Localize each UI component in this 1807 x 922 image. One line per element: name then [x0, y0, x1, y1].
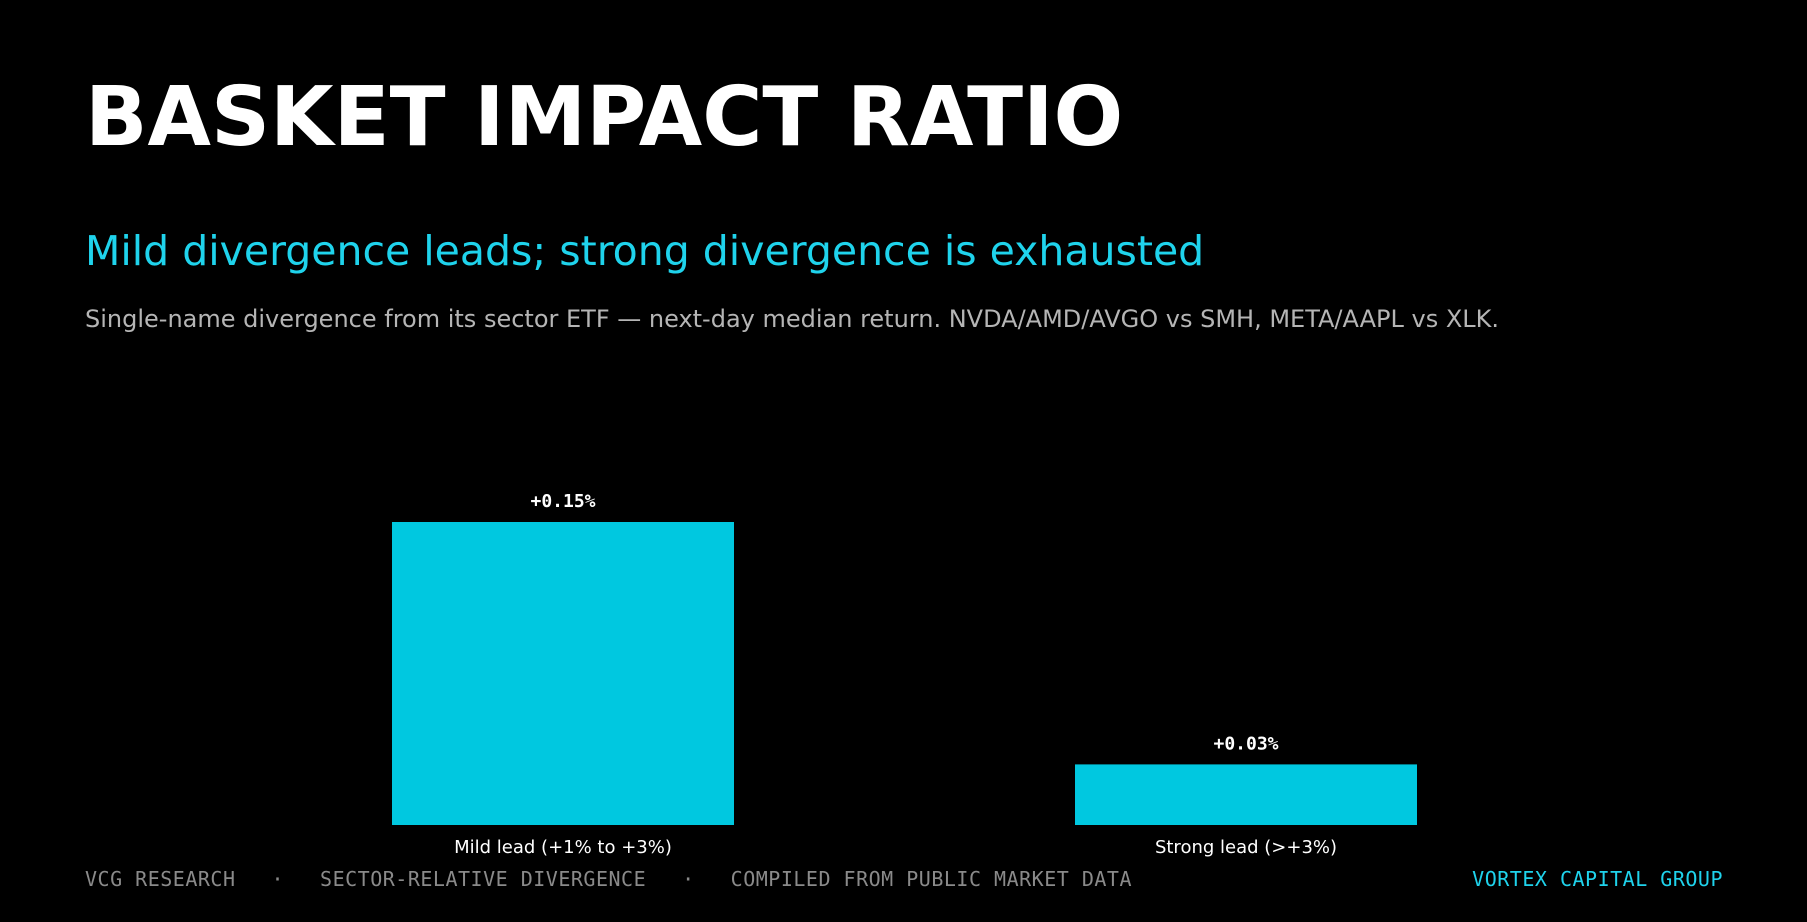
footer-separator: · — [682, 867, 695, 891]
category-label: Strong lead (>+3%) — [1155, 837, 1337, 858]
footer-brand: VORTEX CAPITAL GROUP — [1472, 867, 1723, 891]
chart-subtitle: Mild divergence leads; strong divergence… — [85, 227, 1205, 275]
data-label: +0.15% — [530, 491, 595, 512]
page-title: BASKET IMPACT RATIO — [85, 70, 1124, 165]
footer-credits: VCG RESEARCH · SECTOR-RELATIVE DIVERGENCE ·… — [85, 866, 1132, 892]
footer-item-source: COMPILED FROM PUBLIC MARKET DATA — [730, 867, 1132, 891]
footer-separator: · — [271, 867, 285, 891]
footer-item-topic: SECTOR-RELATIVE DIVERGENCE — [320, 867, 647, 891]
footer-item-research: VCG RESEARCH — [85, 867, 236, 891]
bar-strong-lead — [1075, 764, 1417, 825]
bar-mild-lead — [392, 522, 734, 825]
chart-description: Single-name divergence from its sector E… — [85, 305, 1500, 333]
data-label: +0.03% — [1213, 733, 1278, 754]
category-label: Mild lead (+1% to +3%) — [454, 837, 672, 858]
